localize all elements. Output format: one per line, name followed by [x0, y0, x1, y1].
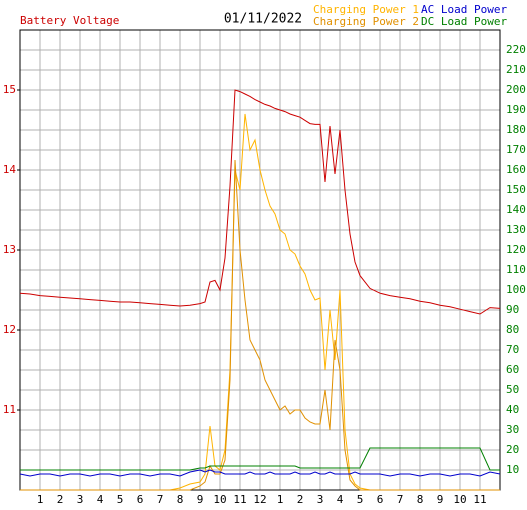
- x-tick-label: 6: [137, 493, 144, 506]
- y2-tick-label: 140: [506, 203, 526, 216]
- x-tick-label: 2: [57, 493, 64, 506]
- x-tick-label: 2: [297, 493, 304, 506]
- y2-tick-label: 100: [506, 283, 526, 296]
- x-tick-label: 10: [453, 493, 466, 506]
- legend-label: Charging Power 2: [313, 15, 419, 28]
- y2-tick-label: 190: [506, 103, 526, 116]
- x-tick-label: 8: [177, 493, 184, 506]
- legend-label: Charging Power 1: [313, 3, 419, 16]
- x-tick-label: 1: [277, 493, 284, 506]
- x-tick-label: 1: [37, 493, 44, 506]
- y-tick-label: 14: [3, 163, 17, 176]
- y2-tick-label: 80: [506, 323, 519, 336]
- x-tick-label: 4: [97, 493, 104, 506]
- y2-tick-label: 70: [506, 343, 519, 356]
- x-tick-label: 12: [253, 493, 266, 506]
- x-tick-label: 8: [417, 493, 424, 506]
- x-tick-label: 10: [213, 493, 226, 506]
- x-tick-label: 3: [77, 493, 84, 506]
- y-tick-label: 15: [3, 83, 16, 96]
- y2-tick-label: 60: [506, 363, 519, 376]
- y2-tick-label: 40: [506, 403, 519, 416]
- legend-label: Battery Voltage: [20, 14, 119, 27]
- legend-label: AC Load Power: [421, 3, 507, 16]
- y2-tick-label: 110: [506, 263, 526, 276]
- x-tick-label: 4: [337, 493, 344, 506]
- x-tick-label: 3: [317, 493, 324, 506]
- x-tick-label: 7: [397, 493, 404, 506]
- y2-tick-label: 120: [506, 243, 526, 256]
- y2-tick-label: 50: [506, 383, 519, 396]
- chart-title: 01/11/2022: [224, 12, 302, 27]
- x-tick-label: 11: [233, 493, 246, 506]
- y2-tick-label: 220: [506, 43, 526, 56]
- series-line: [20, 447, 500, 471]
- x-tick-label: 9: [437, 493, 444, 506]
- y-tick-label: 13: [3, 243, 16, 256]
- y2-tick-label: 200: [506, 83, 526, 96]
- x-tick-label: 5: [117, 493, 124, 506]
- y-tick-label: 12: [3, 323, 16, 336]
- series-line: [19, 469, 501, 477]
- x-tick-label: 6: [377, 493, 384, 506]
- x-tick-label: 5: [357, 493, 364, 506]
- y2-tick-label: 210: [506, 63, 526, 76]
- y-tick-label: 11: [3, 403, 16, 416]
- y2-tick-label: 160: [506, 163, 526, 176]
- y2-tick-label: 90: [506, 303, 519, 316]
- x-tick-label: 7: [157, 493, 164, 506]
- series-line: [20, 159, 500, 491]
- y2-tick-label: 10: [506, 463, 519, 476]
- legend-label: DC Load Power: [421, 15, 507, 28]
- y2-tick-label: 170: [506, 143, 526, 156]
- y2-tick-label: 180: [506, 123, 526, 136]
- y2-tick-label: 20: [506, 443, 519, 456]
- y2-tick-label: 30: [506, 423, 519, 436]
- x-tick-label: 11: [473, 493, 486, 506]
- y2-tick-label: 130: [506, 223, 526, 236]
- y2-tick-label: 150: [506, 183, 526, 196]
- series-line: [19, 89, 501, 315]
- x-tick-label: 9: [197, 493, 204, 506]
- plot-frame: [19, 29, 501, 491]
